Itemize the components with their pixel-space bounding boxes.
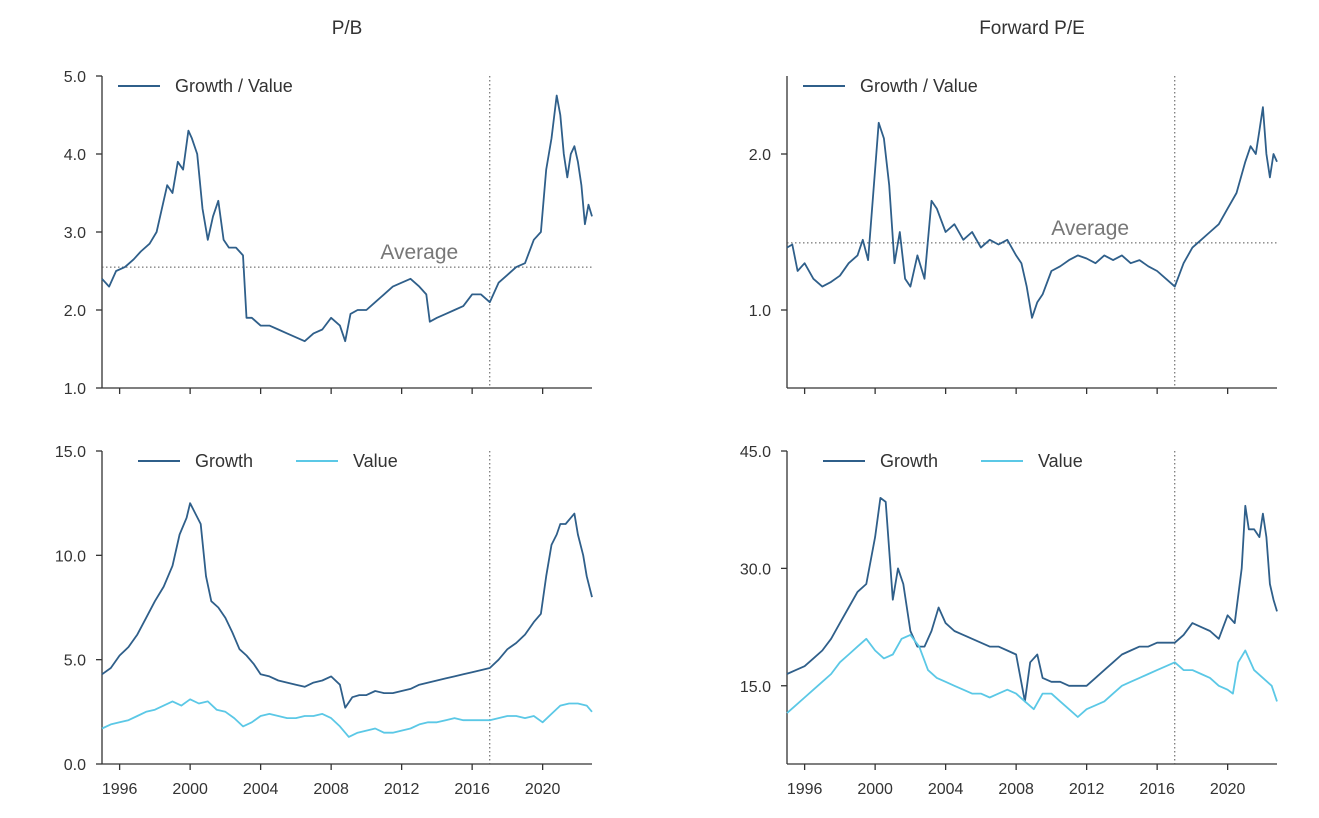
x-tick-label: 2008 — [998, 781, 1034, 798]
y-tick-label: 15.0 — [55, 444, 86, 461]
y-tick-label: 4.0 — [64, 147, 86, 164]
y-tick-label: 30.0 — [740, 561, 771, 578]
y-tick-label: 2.0 — [749, 147, 771, 164]
x-tick-label: 2020 — [525, 781, 561, 798]
series-line-growth — [101, 502, 593, 709]
chart-forward-pe-levels: 15.0 30.0 45.0 1996 2000 2004 2008 2012 2016 2020… — [740, 444, 1278, 798]
y-tick-label: 3.0 — [64, 225, 86, 242]
legend-label: Growth — [195, 451, 253, 471]
x-tick-label: 2012 — [1069, 781, 1105, 798]
x-tick-label: 1996 — [102, 781, 138, 798]
y-tick-label: 15.0 — [740, 679, 771, 696]
y-tick-label: 1.0 — [64, 381, 86, 398]
y-tick-label: 45.0 — [740, 444, 771, 461]
legend-label: Growth — [880, 451, 938, 471]
x-tick-label: 1996 — [787, 781, 823, 798]
x-tick-label: 2004 — [243, 781, 279, 798]
average-label: Average — [1051, 217, 1129, 240]
x-tick-label: 2000 — [857, 781, 893, 798]
y-tick-label: 5.0 — [64, 653, 86, 670]
series-line-value — [101, 698, 593, 738]
average-label: Average — [380, 241, 458, 264]
y-tick-label: 2.0 — [64, 303, 86, 320]
chart-pb-levels: 0.0 5.0 10.0 15.0 1996 2000 2004 2008 2012 2016 20… — [55, 444, 593, 798]
x-tick-label: 2000 — [172, 781, 208, 798]
y-tick-label: 1.0 — [749, 303, 771, 320]
x-tick-label: 2004 — [928, 781, 964, 798]
series-line-growth-value — [786, 106, 1278, 319]
legend-label: Growth / Value — [175, 76, 293, 96]
series-line-value — [786, 634, 1278, 718]
chart-title: P/B — [332, 18, 363, 39]
x-tick-label: 2020 — [1210, 781, 1246, 798]
legend-label: Growth / Value — [860, 76, 978, 96]
x-tick-label: 2016 — [454, 781, 490, 798]
chart-pb-ratio: P/B 1.0 2.0 3.0 4.0 5.0 Average Growth / Value — [64, 18, 593, 398]
x-tick-label: 2012 — [384, 781, 420, 798]
y-tick-label: 0.0 — [64, 757, 86, 774]
y-tick-label: 10.0 — [55, 548, 86, 565]
y-tick-label: 5.0 — [64, 69, 86, 86]
series-line-growth-value — [101, 94, 593, 343]
chart-forward-pe-ratio: Forward P/E 1.0 2.0 Average Growth / Value — [749, 18, 1278, 394]
legend-label: Value — [353, 451, 398, 471]
legend-label: Value — [1038, 451, 1083, 471]
series-line-growth — [786, 497, 1278, 703]
x-tick-label: 2008 — [313, 781, 349, 798]
x-tick-label: 2016 — [1139, 781, 1175, 798]
chart-title: Forward P/E — [979, 18, 1085, 39]
